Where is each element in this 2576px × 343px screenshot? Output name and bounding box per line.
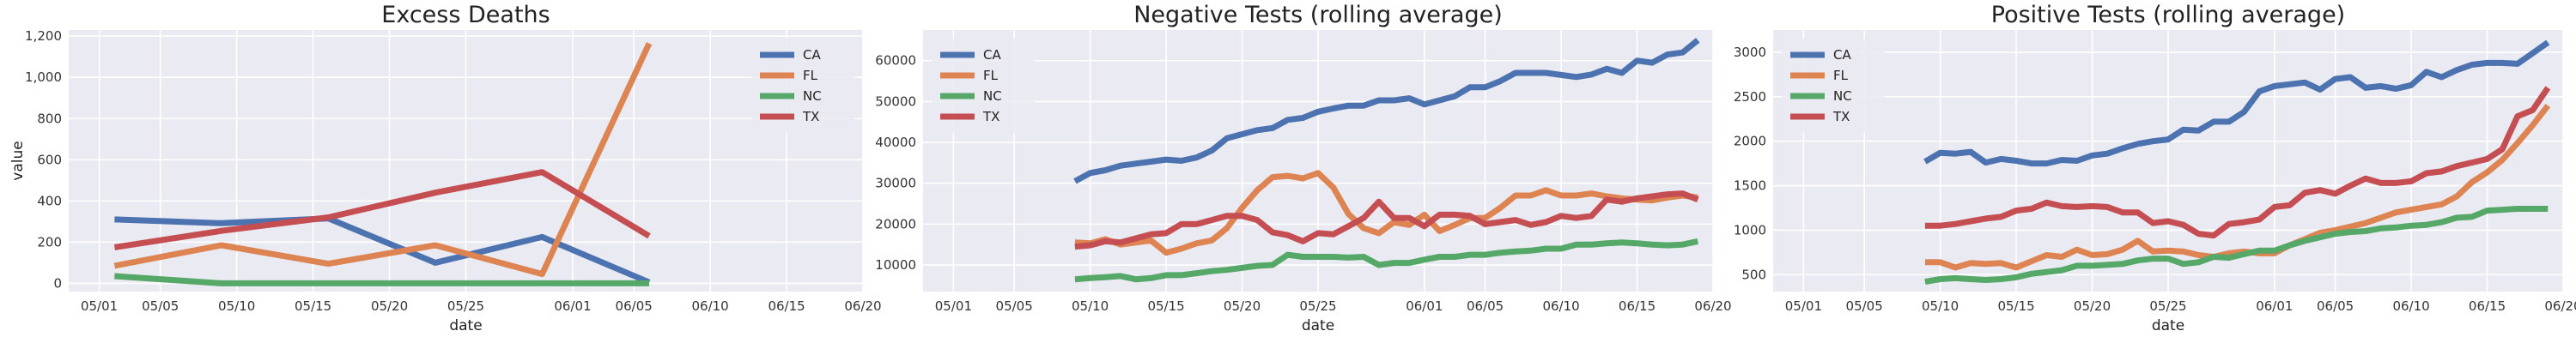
legend-box bbox=[751, 39, 854, 133]
legend-label-tx: TX bbox=[982, 109, 999, 124]
y-tick-label: 0 bbox=[53, 275, 62, 291]
legend-label-tx: TX bbox=[1832, 109, 1850, 124]
x-tick-label: 05/20 bbox=[1224, 298, 1261, 314]
x-tick-label: 05/15 bbox=[1997, 298, 2034, 314]
legend-label-tx: TX bbox=[802, 109, 819, 124]
y-tick-label: 50000 bbox=[875, 93, 916, 109]
series-line-nc bbox=[1924, 206, 2549, 286]
x-tick-label: 06/10 bbox=[1542, 298, 1579, 314]
y-tick-label: 2000 bbox=[1734, 134, 1766, 149]
x-tick-label: 05/25 bbox=[447, 298, 484, 314]
legend-label-ca: CA bbox=[803, 47, 821, 63]
x-tick-label: 06/15 bbox=[1619, 298, 1656, 314]
chart-title: Negative Tests (rolling average) bbox=[1133, 2, 1503, 28]
y-tick-label: 40000 bbox=[875, 135, 916, 150]
legend-label-fl: FL bbox=[983, 68, 999, 83]
x-tick-label: 05/10 bbox=[1922, 298, 1959, 314]
legend: CA FL NC TX bbox=[932, 39, 1035, 133]
y-tick-label: 1000 bbox=[1734, 222, 1766, 238]
y-axis-label: value bbox=[9, 141, 27, 180]
x-tick-label: 06/10 bbox=[2392, 298, 2429, 314]
y-tick-label: 200 bbox=[37, 234, 62, 250]
legend-label-nc: NC bbox=[983, 88, 1002, 104]
x-tick-label: 06/01 bbox=[554, 298, 591, 314]
legend-label-nc: NC bbox=[803, 88, 822, 104]
x-axis-label: date bbox=[2152, 317, 2184, 334]
chart-title: Excess Deaths bbox=[381, 2, 550, 28]
x-tick-label: 06/15 bbox=[2469, 298, 2506, 314]
x-tick-label: 06/01 bbox=[2256, 298, 2293, 314]
y-tick-label: 1500 bbox=[1734, 178, 1766, 194]
legend-label-nc: NC bbox=[1833, 88, 1852, 104]
x-tick-label: 06/20 bbox=[2544, 298, 2576, 314]
series-line-tx bbox=[1924, 86, 2551, 239]
x-tick-label: 06/10 bbox=[691, 298, 728, 314]
series-line-fl bbox=[1074, 170, 1698, 256]
y-tick-label: 60000 bbox=[875, 53, 916, 69]
x-tick-label: 05/15 bbox=[295, 298, 331, 314]
series-line-nc bbox=[114, 273, 649, 286]
x-tick-label: 05/15 bbox=[1147, 298, 1184, 314]
x-tick-label: 06/05 bbox=[2317, 298, 2354, 314]
y-tick-label: 800 bbox=[37, 111, 62, 126]
x-axis-label: date bbox=[1302, 317, 1334, 334]
chart-panel-2: 05/01 05/05 05/10 05/15 05/20 05/25 06/01 06/05… bbox=[875, 2, 1731, 334]
legend-box bbox=[932, 39, 1035, 133]
series-line-tx bbox=[1074, 190, 1699, 250]
x-tick-label: 05/20 bbox=[371, 298, 408, 314]
x-tick-label: 06/05 bbox=[616, 298, 653, 314]
series-line-nc bbox=[1074, 238, 1699, 283]
chart-panel-3: 05/01 05/05 05/10 05/15 05/20 05/25 06/01 06/05… bbox=[1734, 2, 2576, 334]
y-tick-label: 1,200 bbox=[25, 28, 62, 44]
x-tick-label: 05/25 bbox=[2149, 298, 2186, 314]
x-tick-label: 06/20 bbox=[844, 298, 881, 314]
legend-label-fl: FL bbox=[1833, 68, 1849, 83]
chart-title: Positive Tests (rolling average) bbox=[1991, 2, 2345, 28]
y-tick-label: 2500 bbox=[1734, 89, 1766, 105]
x-tick-label: 06/05 bbox=[1467, 298, 1504, 314]
x-tick-label: 05/10 bbox=[218, 298, 255, 314]
y-tick-label: 400 bbox=[37, 193, 62, 208]
series-line-tx bbox=[113, 169, 651, 250]
legend: CA FL NC TX bbox=[751, 39, 854, 133]
x-tick-label: 05/10 bbox=[1072, 298, 1109, 314]
x-tick-label: 06/15 bbox=[768, 298, 805, 314]
series-line-ca bbox=[1073, 38, 1700, 184]
x-tick-label: 05/01 bbox=[1785, 298, 1822, 314]
x-tick-label: 05/05 bbox=[142, 298, 179, 314]
y-tick-label: 20000 bbox=[875, 216, 916, 232]
series-line-fl bbox=[113, 42, 653, 278]
legend-label-ca: CA bbox=[983, 47, 1001, 63]
series-line-ca bbox=[1923, 39, 2550, 167]
legend-label-ca: CA bbox=[1833, 47, 1851, 63]
y-tick-label: 500 bbox=[1741, 267, 1766, 282]
y-tick-label: 1,000 bbox=[25, 69, 62, 85]
y-tick-label: 30000 bbox=[875, 176, 916, 191]
x-tick-label: 05/01 bbox=[81, 298, 118, 314]
x-axis-label: date bbox=[449, 317, 482, 334]
x-tick-label: 05/20 bbox=[2074, 298, 2111, 314]
x-tick-label: 05/05 bbox=[996, 298, 1033, 314]
x-tick-label: 05/01 bbox=[935, 298, 972, 314]
legend-label-fl: FL bbox=[803, 68, 818, 83]
y-tick-label: 10000 bbox=[875, 257, 916, 273]
series-line-ca bbox=[114, 215, 651, 286]
x-tick-label: 05/25 bbox=[1299, 298, 1336, 314]
chart-panel-1: 05/01 05/05 05/10 05/15 05/20 05/25 06/01 06/05… bbox=[9, 2, 882, 334]
x-tick-label: 06/20 bbox=[1694, 298, 1731, 314]
x-tick-label: 06/01 bbox=[1406, 298, 1443, 314]
series-line-fl bbox=[1924, 104, 2551, 271]
legend-box bbox=[1782, 39, 1885, 133]
y-tick-label: 3000 bbox=[1734, 45, 1766, 60]
legend: CA FL NC TX bbox=[1782, 39, 1885, 133]
y-tick-label: 600 bbox=[37, 152, 62, 167]
x-tick-label: 05/05 bbox=[1846, 298, 1883, 314]
